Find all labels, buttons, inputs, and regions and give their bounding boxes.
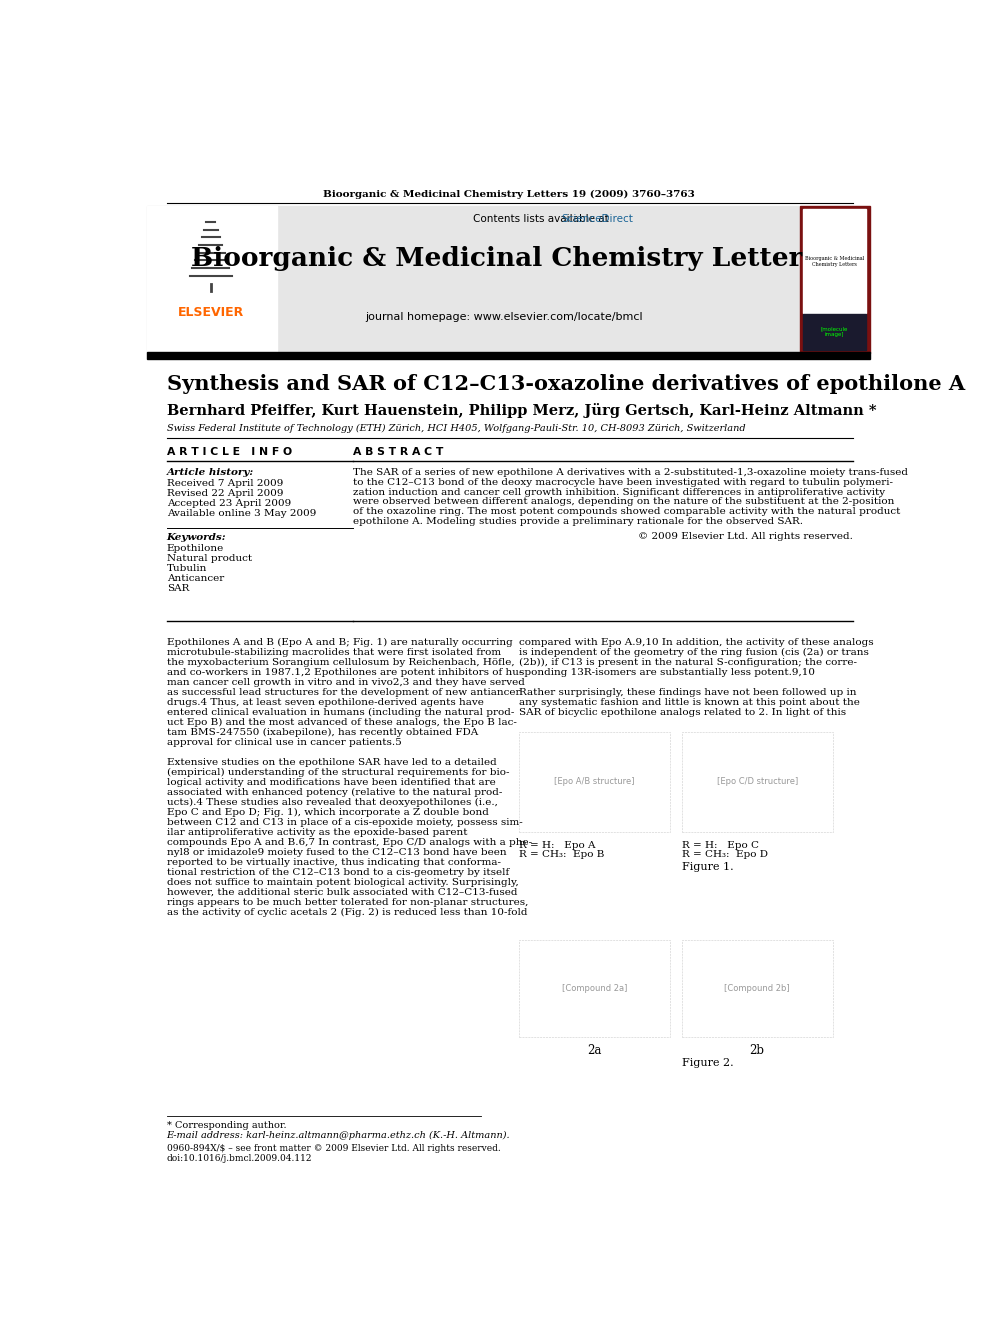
Text: the myxobacterium Sorangium cellulosum by Reichenbach, Höfle,: the myxobacterium Sorangium cellulosum b…: [167, 658, 514, 667]
Text: nyl8 or imidazole9 moiety fused to the C12–C13 bond have been: nyl8 or imidazole9 moiety fused to the C…: [167, 848, 506, 857]
Text: approval for clinical use in cancer patients.5: approval for clinical use in cancer pati…: [167, 738, 402, 747]
Text: is independent of the geometry of the ring fusion (cis (2a) or trans: is independent of the geometry of the ri…: [519, 648, 869, 658]
Text: as the activity of cyclic acetals 2 (Fig. 2) is reduced less than 10-fold: as the activity of cyclic acetals 2 (Fig…: [167, 908, 527, 917]
Text: sponding 13R-isomers are substantially less potent.9,10: sponding 13R-isomers are substantially l…: [519, 668, 815, 677]
Text: ucts).4 These studies also revealed that deoxyepothilones (i.e.,: ucts).4 These studies also revealed that…: [167, 798, 498, 807]
Text: Keywords:: Keywords:: [167, 533, 226, 542]
Text: Rather surprisingly, these findings have not been followed up in: Rather surprisingly, these findings have…: [519, 688, 857, 697]
Text: * Corresponding author.: * Corresponding author.: [167, 1122, 287, 1130]
Bar: [147, 206, 278, 353]
Text: © 2009 Elsevier Ltd. All rights reserved.: © 2009 Elsevier Ltd. All rights reserved…: [638, 532, 852, 541]
Text: Revised 22 April 2009: Revised 22 April 2009: [167, 490, 283, 499]
Text: associated with enhanced potency (relative to the natural prod-: associated with enhanced potency (relati…: [167, 789, 502, 796]
Text: Tubulin: Tubulin: [167, 564, 207, 573]
Text: Synthesis and SAR of C12–C13-oxazoline derivatives of epothilone A: Synthesis and SAR of C12–C13-oxazoline d…: [167, 373, 965, 394]
Text: drugs.4 Thus, at least seven epothilone-derived agents have: drugs.4 Thus, at least seven epothilone-…: [167, 697, 483, 706]
Text: does not suffice to maintain potent biological activity. Surprisingly,: does not suffice to maintain potent biol…: [167, 878, 519, 886]
Text: 2b: 2b: [750, 1044, 765, 1057]
Text: Figure 2.: Figure 2.: [682, 1058, 734, 1068]
Text: tam BMS-247550 (ixabepilone), has recently obtained FDA: tam BMS-247550 (ixabepilone), has recent…: [167, 728, 478, 737]
Text: The SAR of a series of new epothilone A derivatives with a 2-substituted-1,3-oxa: The SAR of a series of new epothilone A …: [352, 468, 908, 478]
Text: any systematic fashion and little is known at this point about the: any systematic fashion and little is kno…: [519, 697, 860, 706]
Text: Contents lists available at: Contents lists available at: [473, 214, 612, 224]
Bar: [682, 941, 833, 1036]
Text: R = H:   Epo C: R = H: Epo C: [682, 841, 759, 851]
Text: Swiss Federal Institute of Technology (ETH) Zürich, HCI H405, Wolfgang-Pauli-Str: Swiss Federal Institute of Technology (E…: [167, 423, 745, 433]
Text: Anticancer: Anticancer: [167, 574, 224, 583]
Text: [Compound 2a]: [Compound 2a]: [561, 983, 627, 992]
Text: Bioorganic & Medicinal
Chemistry Letters: Bioorganic & Medicinal Chemistry Letters: [806, 255, 864, 266]
Text: R = CH₃:  Epo B: R = CH₃: Epo B: [519, 851, 605, 860]
Text: ilar antiproliferative activity as the epoxide-based parent: ilar antiproliferative activity as the e…: [167, 828, 467, 837]
Text: 2a: 2a: [587, 1044, 601, 1057]
Text: [molecule
image]: [molecule image]: [821, 327, 848, 337]
Text: Epo C and Epo D; Fig. 1), which incorporate a Z double bond: Epo C and Epo D; Fig. 1), which incorpor…: [167, 808, 488, 818]
Text: microtubule-stabilizing macrolides that were first isolated from: microtubule-stabilizing macrolides that …: [167, 648, 501, 656]
Text: SAR: SAR: [167, 583, 189, 593]
Text: Epothilones A and B (Epo A and B; Fig. 1) are naturally occurring: Epothilones A and B (Epo A and B; Fig. 1…: [167, 638, 513, 647]
Text: uct Epo B) and the most advanced of these analogs, the Epo B lac-: uct Epo B) and the most advanced of thes…: [167, 718, 517, 726]
Text: [Epo A/B structure]: [Epo A/B structure]: [555, 777, 635, 786]
Text: however, the additional steric bulk associated with C12–C13-fused: however, the additional steric bulk asso…: [167, 888, 517, 897]
Text: A B S T R A C T: A B S T R A C T: [352, 447, 443, 458]
Text: Available online 3 May 2009: Available online 3 May 2009: [167, 509, 316, 519]
Bar: [147, 352, 870, 359]
Text: to the C12–C13 bond of the deoxy macrocycle have been investigated with regard t: to the C12–C13 bond of the deoxy macrocy…: [352, 478, 893, 487]
Text: [Compound 2b]: [Compound 2b]: [724, 983, 790, 992]
Text: (empirical) understanding of the structural requirements for bio-: (empirical) understanding of the structu…: [167, 767, 509, 777]
Text: logical activity and modifications have been identified that are: logical activity and modifications have …: [167, 778, 495, 787]
Text: E-mail address: karl-heinz.altmann@pharma.ethz.ch (K.-H. Altmann).: E-mail address: karl-heinz.altmann@pharm…: [167, 1131, 510, 1140]
Text: entered clinical evaluation in humans (including the natural prod-: entered clinical evaluation in humans (i…: [167, 708, 514, 717]
Text: zation induction and cancer cell growth inhibition. Significant differences in a: zation induction and cancer cell growth …: [352, 488, 885, 496]
Text: SAR of bicyclic epothilone analogs related to 2. In light of this: SAR of bicyclic epothilone analogs relat…: [519, 708, 846, 717]
Text: Bioorganic & Medicinal Chemistry Letters 19 (2009) 3760–3763: Bioorganic & Medicinal Chemistry Letters…: [322, 189, 694, 198]
Text: epothilone A. Modeling studies provide a preliminary rationale for the observed : epothilone A. Modeling studies provide a…: [352, 516, 803, 525]
Text: Accepted 23 April 2009: Accepted 23 April 2009: [167, 499, 291, 508]
Bar: [803, 315, 866, 349]
Text: as successful lead structures for the development of new antiancer: as successful lead structures for the de…: [167, 688, 520, 697]
Text: R = H:   Epo A: R = H: Epo A: [519, 841, 596, 851]
Text: R = CH₃:  Epo D: R = CH₃: Epo D: [682, 851, 768, 860]
Bar: [803, 209, 866, 312]
Text: Extensive studies on the epothilone SAR have led to a detailed: Extensive studies on the epothilone SAR …: [167, 758, 496, 767]
Text: between C12 and C13 in place of a cis-epoxide moiety, possess sim-: between C12 and C13 in place of a cis-ep…: [167, 818, 523, 827]
Text: were observed between different analogs, depending on the nature of the substitu: were observed between different analogs,…: [352, 497, 894, 507]
Text: ELSEVIER: ELSEVIER: [178, 306, 244, 319]
Text: Article history:: Article history:: [167, 468, 254, 478]
Bar: [147, 206, 800, 353]
Text: and co-workers in 1987.1,2 Epothilones are potent inhibitors of hu-: and co-workers in 1987.1,2 Epothilones a…: [167, 668, 522, 677]
Text: Natural product: Natural product: [167, 554, 252, 562]
Text: (2b)), if C13 is present in the natural S-configuration; the corre-: (2b)), if C13 is present in the natural …: [519, 658, 857, 667]
Text: Epothilone: Epothilone: [167, 544, 224, 553]
Text: [Epo C/D structure]: [Epo C/D structure]: [716, 777, 798, 786]
Bar: [800, 206, 870, 353]
Text: A R T I C L E   I N F O: A R T I C L E I N F O: [167, 447, 292, 458]
Text: of the oxazoline ring. The most potent compounds showed comparable activity with: of the oxazoline ring. The most potent c…: [352, 507, 900, 516]
Text: rings appears to be much better tolerated for non-planar structures,: rings appears to be much better tolerate…: [167, 898, 528, 908]
Text: doi:10.1016/j.bmcl.2009.04.112: doi:10.1016/j.bmcl.2009.04.112: [167, 1154, 312, 1163]
Text: compounds Epo A and B.6,7 In contrast, Epo C/D analogs with a phe-: compounds Epo A and B.6,7 In contrast, E…: [167, 837, 532, 847]
Text: Bernhard Pfeiffer, Kurt Hauenstein, Philipp Merz, Jürg Gertsch, Karl-Heinz Altma: Bernhard Pfeiffer, Kurt Hauenstein, Phil…: [167, 404, 876, 418]
Bar: [519, 941, 671, 1036]
Text: reported to be virtually inactive, thus indicating that conforma-: reported to be virtually inactive, thus …: [167, 859, 501, 867]
Bar: [682, 732, 833, 832]
Bar: [519, 732, 671, 832]
Text: ScienceDirect: ScienceDirect: [561, 214, 634, 224]
Text: man cancer cell growth in vitro and in vivo2,3 and they have served: man cancer cell growth in vitro and in v…: [167, 677, 525, 687]
Text: 0960-894X/$ – see front matter © 2009 Elsevier Ltd. All rights reserved.: 0960-894X/$ – see front matter © 2009 El…: [167, 1143, 500, 1152]
Text: journal homepage: www.elsevier.com/locate/bmcl: journal homepage: www.elsevier.com/locat…: [365, 312, 643, 321]
Text: compared with Epo A.9,10 In addition, the activity of these analogs: compared with Epo A.9,10 In addition, th…: [519, 638, 874, 647]
Text: Received 7 April 2009: Received 7 April 2009: [167, 479, 283, 488]
Text: Figure 1.: Figure 1.: [682, 863, 734, 872]
Text: Bioorganic & Medicinal Chemistry Letters: Bioorganic & Medicinal Chemistry Letters: [190, 246, 817, 271]
Text: tional restriction of the C12–C13 bond to a cis-geometry by itself: tional restriction of the C12–C13 bond t…: [167, 868, 509, 877]
